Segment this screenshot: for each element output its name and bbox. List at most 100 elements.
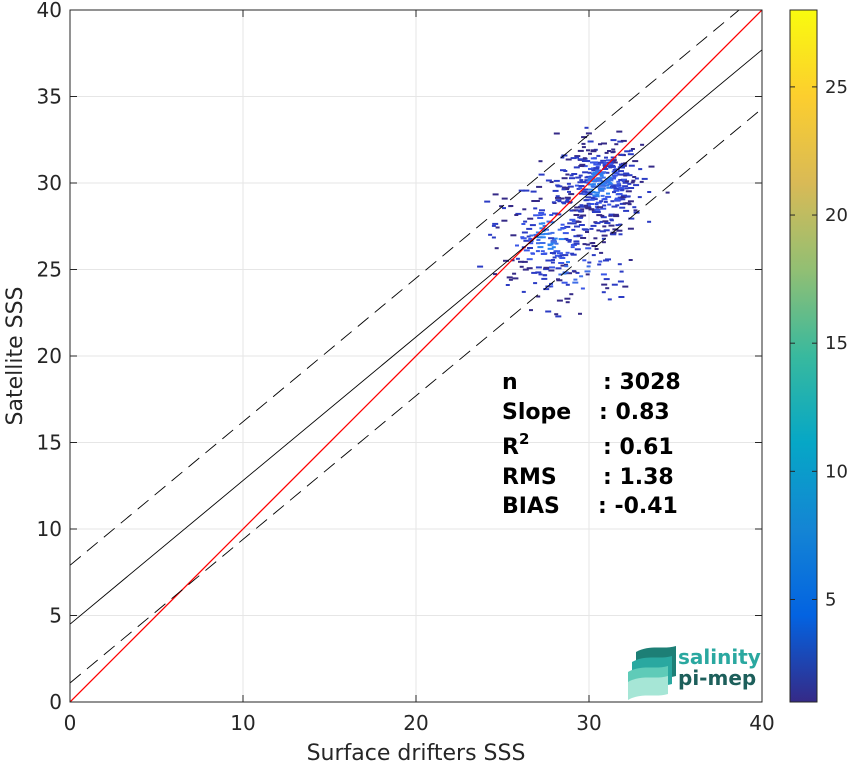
- density-point: [637, 196, 642, 199]
- density-point: [521, 290, 526, 293]
- density-point: [581, 142, 586, 145]
- density-point: [555, 195, 560, 198]
- density-point: [591, 254, 596, 257]
- colorbar-tick-label: 15: [825, 333, 848, 354]
- density-point: [609, 165, 614, 168]
- density-point: [601, 237, 606, 240]
- density-point: [618, 179, 623, 181]
- density-point: [633, 209, 638, 212]
- y-tick-label: 20: [37, 344, 62, 368]
- density-point: [569, 174, 574, 177]
- density-point: [565, 173, 570, 176]
- density-point: [608, 214, 613, 217]
- density-point: [567, 190, 571, 193]
- density-point: [578, 224, 585, 226]
- density-point: [535, 250, 540, 253]
- density-point: [590, 149, 597, 152]
- density-point: [582, 190, 587, 193]
- density-point: [602, 168, 609, 170]
- density-point: [596, 229, 601, 232]
- density-point: [638, 168, 643, 171]
- density-point: [600, 216, 607, 219]
- density-point: [615, 185, 620, 188]
- density-point: [563, 188, 570, 191]
- density-point: [612, 175, 617, 178]
- density-point: [605, 287, 610, 290]
- density-point: [572, 209, 578, 212]
- x-tick-label: 40: [749, 711, 774, 735]
- density-point: [531, 200, 536, 202]
- density-point: [567, 240, 572, 243]
- density-point: [610, 184, 617, 187]
- density-point: [616, 183, 621, 186]
- y-tick-label: 5: [49, 604, 62, 628]
- density-point: [590, 197, 595, 199]
- density-point: [582, 157, 587, 160]
- density-point: [589, 227, 594, 230]
- density-point: [536, 242, 540, 245]
- density-point: [594, 203, 599, 205]
- stat-n-value: : 3028: [603, 370, 681, 395]
- density-point: [570, 222, 577, 225]
- density-point: [584, 176, 591, 179]
- density-point: [584, 181, 591, 184]
- density-point: [477, 265, 484, 268]
- density-point: [568, 193, 575, 196]
- density-point: [533, 214, 540, 217]
- density-point: [536, 239, 541, 241]
- y-tick-label: 25: [37, 258, 62, 282]
- density-point: [582, 188, 589, 191]
- density-point: [514, 214, 519, 216]
- density-point: [641, 177, 648, 180]
- density-point: [565, 301, 570, 304]
- density-point: [558, 238, 565, 241]
- density-point: [584, 126, 589, 129]
- density-point: [600, 184, 606, 187]
- density-point: [555, 196, 561, 199]
- density-point: [559, 254, 564, 257]
- density-point: [561, 201, 565, 204]
- density-point: [543, 288, 550, 291]
- density-point: [552, 189, 559, 192]
- density-point: [612, 213, 619, 216]
- density-point: [603, 229, 610, 232]
- density-point: [625, 195, 630, 198]
- y-tick-label: 15: [37, 431, 62, 455]
- density-point: [608, 224, 615, 227]
- density-point: [589, 242, 594, 245]
- y-tick-label: 0: [49, 690, 62, 714]
- colorbar-ticks: 5 10 15 20 25: [790, 77, 848, 610]
- density-point: [594, 222, 601, 225]
- density-point: [564, 225, 571, 228]
- stat-bias-value: : -0.41: [598, 494, 678, 519]
- density-point: [553, 250, 558, 253]
- density-point: [570, 157, 577, 160]
- density-point: [551, 201, 556, 204]
- density-point: [550, 231, 555, 234]
- density-point: [510, 234, 517, 237]
- density-point: [597, 173, 604, 176]
- density-point: [529, 309, 533, 312]
- density-point: [610, 156, 615, 159]
- density-point: [610, 139, 617, 142]
- density-point: [600, 171, 607, 174]
- density-point: [609, 218, 614, 221]
- density-point: [542, 225, 547, 227]
- density-point: [599, 251, 604, 254]
- density-point: [533, 200, 540, 202]
- density-point: [522, 268, 529, 271]
- colorbar-tick-label: 25: [825, 77, 848, 98]
- density-point: [538, 173, 545, 176]
- density-point: [536, 185, 543, 188]
- density-point: [533, 282, 538, 285]
- density-point: [562, 254, 569, 257]
- density-point: [601, 234, 608, 237]
- density-point: [608, 182, 613, 185]
- density-point: [567, 185, 574, 188]
- density-point: [491, 224, 496, 227]
- logo-text-pimep: pi-mep: [678, 666, 756, 690]
- density-point: [582, 259, 587, 262]
- stat-r2-label: R2: [502, 430, 529, 460]
- density-point: [523, 220, 528, 223]
- density-point: [535, 231, 540, 234]
